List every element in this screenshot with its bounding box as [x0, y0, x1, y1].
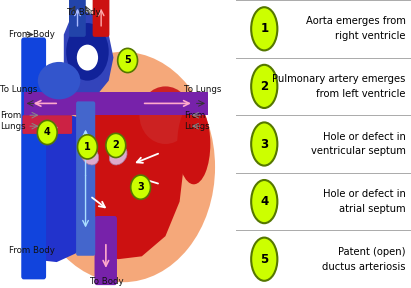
Text: Patent (open): Patent (open) — [338, 247, 406, 257]
FancyBboxPatch shape — [92, 0, 109, 37]
Text: atrial septum: atrial septum — [339, 204, 406, 214]
Text: From: From — [0, 111, 21, 120]
Circle shape — [251, 238, 277, 281]
FancyBboxPatch shape — [23, 115, 72, 134]
Text: Lungs: Lungs — [184, 122, 210, 131]
Circle shape — [251, 7, 277, 50]
FancyBboxPatch shape — [95, 216, 117, 285]
Text: 1: 1 — [260, 22, 268, 35]
Circle shape — [118, 48, 138, 73]
Ellipse shape — [109, 146, 127, 165]
Text: from left ventricle: from left ventricle — [316, 89, 406, 99]
Circle shape — [251, 180, 277, 223]
Ellipse shape — [81, 146, 99, 165]
Circle shape — [78, 135, 97, 159]
Polygon shape — [85, 92, 184, 259]
Ellipse shape — [66, 23, 109, 81]
Text: 5: 5 — [124, 56, 131, 65]
FancyBboxPatch shape — [69, 0, 86, 37]
Text: 2: 2 — [260, 80, 268, 93]
Text: Aorta emerges from: Aorta emerges from — [306, 16, 406, 26]
Text: From Body: From Body — [9, 246, 55, 255]
Text: 1: 1 — [84, 142, 91, 152]
Circle shape — [251, 65, 277, 108]
Polygon shape — [24, 104, 104, 262]
Text: Hole or defect in: Hole or defect in — [323, 132, 406, 141]
Ellipse shape — [77, 45, 98, 71]
Text: Pulmonary artery emerges: Pulmonary artery emerges — [272, 74, 406, 84]
Text: 5: 5 — [260, 253, 268, 266]
Text: To Lungs: To Lungs — [0, 85, 37, 94]
Text: 2: 2 — [113, 141, 119, 150]
FancyBboxPatch shape — [76, 101, 95, 256]
Text: 4: 4 — [260, 195, 268, 208]
Circle shape — [37, 120, 57, 145]
Ellipse shape — [177, 104, 210, 184]
Text: To Body: To Body — [90, 277, 123, 286]
Text: From: From — [184, 111, 206, 120]
Circle shape — [106, 133, 126, 158]
Text: Lungs: Lungs — [0, 122, 25, 131]
Text: 3: 3 — [260, 137, 268, 151]
Text: right ventricle: right ventricle — [335, 31, 406, 41]
Ellipse shape — [31, 52, 215, 282]
FancyBboxPatch shape — [21, 37, 46, 279]
Text: 3: 3 — [137, 182, 144, 192]
Text: To Lungs: To Lungs — [184, 85, 222, 94]
Polygon shape — [64, 12, 113, 92]
Text: ductus arteriosis: ductus arteriosis — [322, 262, 406, 272]
Text: From Body: From Body — [9, 30, 55, 39]
Text: ventricular septum: ventricular septum — [311, 147, 406, 156]
Text: To Body: To Body — [67, 8, 101, 18]
Text: Hole or defect in: Hole or defect in — [323, 189, 406, 199]
Polygon shape — [24, 92, 208, 115]
Circle shape — [251, 122, 277, 166]
Circle shape — [131, 175, 150, 199]
Ellipse shape — [139, 86, 192, 144]
Text: 4: 4 — [44, 128, 51, 137]
Ellipse shape — [38, 62, 81, 99]
